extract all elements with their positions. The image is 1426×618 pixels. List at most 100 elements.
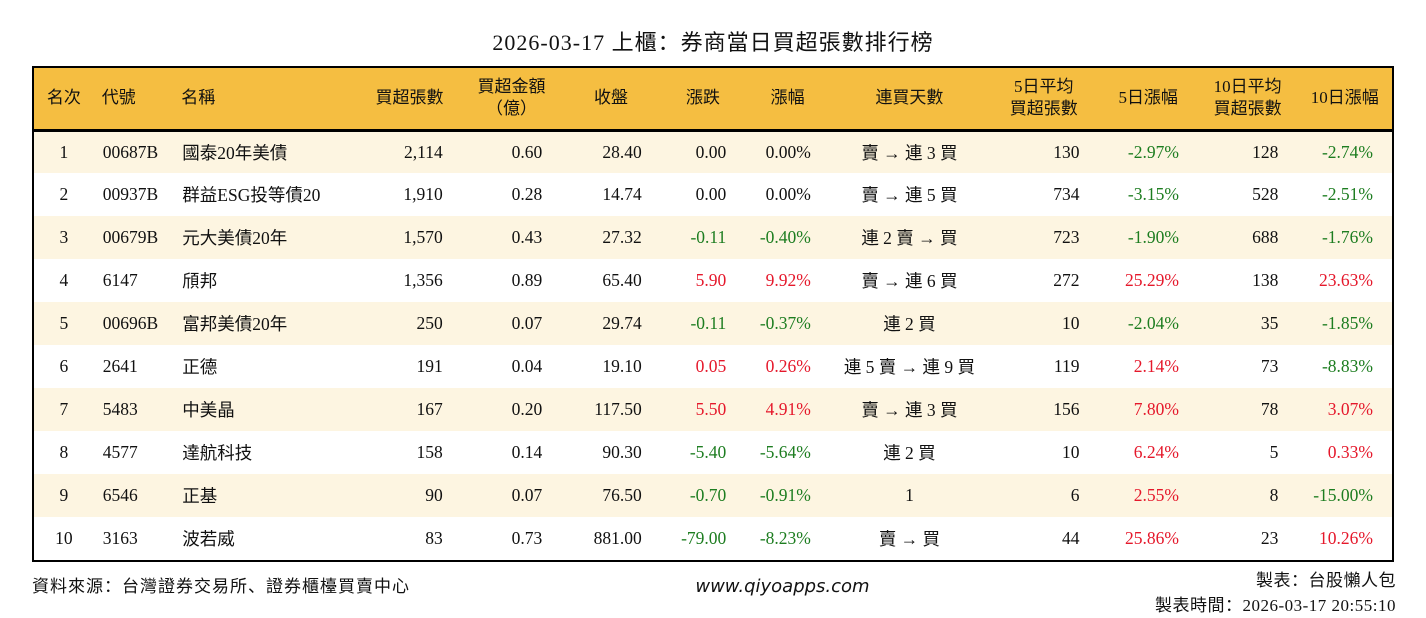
credits-block: 製表：台股懶人包 製表時間：2026-03-17 20:55:10	[1155, 569, 1396, 618]
cell-pct5: -2.97%	[1127, 141, 1179, 162]
cell-avg10-volume: 5	[1269, 442, 1279, 462]
cell-change: -79.00	[681, 528, 727, 548]
cell-change-pct: 0.00%	[765, 141, 811, 162]
cell-net-buy-amount: 0.89	[511, 270, 543, 290]
column-header-rank: 名次	[34, 68, 94, 132]
cell-rank: 10	[55, 528, 73, 548]
cell-rank: 9	[59, 485, 69, 505]
cell-name: 富邦美債20年	[182, 314, 288, 334]
cell-name: 正德	[182, 357, 218, 377]
cell-close: 117.50	[594, 399, 642, 419]
cell-avg10-volume: 73	[1260, 356, 1279, 376]
cell-change-pct: -5.64%	[759, 442, 811, 462]
cell-buy-streak: 連 2 買	[883, 314, 936, 334]
cell-pct5: 6.24%	[1133, 442, 1179, 462]
cell-change: 0.00	[695, 184, 727, 204]
cell-avg10-volume: 23	[1260, 528, 1279, 548]
cell-pct5: -3.15%	[1127, 184, 1179, 204]
ranking-table: 名次 代號 名稱 買超張數 買超金額 （億） 收盤 漲跌 漲幅 連買天數 5日平均 買超張數 5日漲幅 1…	[34, 68, 1392, 560]
cell-net-buy-amount: 0.04	[511, 356, 543, 376]
cell-avg5-volume: 272	[1053, 270, 1080, 290]
cell-pct5: 2.55%	[1133, 485, 1179, 505]
cell-avg5-volume: 10	[1061, 442, 1080, 462]
column-header-close: 收盤	[561, 68, 661, 132]
column-header-net-buy-volume: 買超張數	[357, 68, 462, 132]
cell-net-buy-amount: 0.07	[511, 313, 543, 333]
cell-net-buy-volume: 90	[425, 485, 443, 505]
cell-avg5-volume: 723	[1053, 227, 1080, 247]
table-row: 9 6546 正基 90 0.07 76.50 -0.70 -0.91% 1 6 2.55% 8 -15…	[34, 474, 1392, 517]
maker-label: 製表：台股懶人包	[1255, 571, 1396, 590]
cell-pct5: 7.80%	[1133, 399, 1179, 419]
cell-name: 國泰20年美債	[182, 142, 288, 163]
cell-pct5: 2.14%	[1133, 356, 1179, 376]
cell-code: 6147	[102, 270, 138, 290]
cell-change: -0.11	[690, 313, 727, 333]
cell-pct10: -2.51%	[1321, 184, 1373, 204]
cell-close: 76.50	[602, 485, 642, 505]
cell-pct10: 0.33%	[1327, 442, 1373, 462]
cell-pct5: -2.04%	[1127, 313, 1179, 333]
table-row: 2 00937B 群益ESG投等債20 1,910 0.28 14.74 0.00 0.00%…	[34, 173, 1392, 216]
cell-avg5-volume: 130	[1053, 141, 1080, 162]
column-header-avg5-volume: 5日平均 買超張數	[989, 68, 1099, 132]
cell-rank: 6	[59, 356, 69, 376]
cell-net-buy-volume: 1,356	[403, 270, 443, 290]
cell-buy-streak: 賣 → 連 3 買	[861, 142, 958, 163]
cell-net-buy-amount: 0.73	[511, 528, 543, 548]
cell-net-buy-volume: 158	[416, 442, 443, 462]
cell-pct10: -1.85%	[1321, 313, 1373, 333]
cell-change-pct: -0.40%	[759, 227, 811, 247]
cell-net-buy-volume: 250	[416, 313, 443, 333]
cell-change: -0.11	[690, 227, 727, 247]
cell-net-buy-amount: 0.60	[511, 141, 543, 162]
cell-name: 波若威	[182, 529, 235, 549]
cell-rank: 8	[59, 442, 69, 462]
cell-pct10: -8.83%	[1321, 356, 1373, 376]
cell-change-pct: 4.91%	[765, 399, 811, 419]
table-row: 4 6147 頎邦 1,356 0.89 65.40 5.90 9.92% 賣 → 連 6 買 2…	[34, 259, 1392, 302]
cell-name: 正基	[182, 486, 218, 506]
ranking-table-frame: 名次 代號 名稱 買超張數 買超金額 （億） 收盤 漲跌 漲幅 連買天數 5日平均 買超張數 5日漲幅 1…	[32, 66, 1394, 562]
table-row: 7 5483 中美晶 167 0.20 117.50 5.50 4.91% 賣 → 連 3 買 1…	[34, 388, 1392, 431]
cell-close: 90.30	[602, 442, 642, 462]
cell-code: 00687B	[102, 141, 159, 162]
column-header-change: 漲跌	[660, 68, 746, 132]
cell-name: 群益ESG投等債20	[182, 185, 321, 205]
cell-rank: 5	[59, 313, 69, 333]
cell-change: -5.40	[689, 442, 727, 462]
made-time-label: 製表時間：2026-03-17 20:55:10	[1154, 595, 1396, 615]
cell-net-buy-amount: 0.14	[511, 442, 543, 462]
cell-change-pct: 0.00%	[765, 184, 811, 204]
cell-close: 28.40	[602, 141, 642, 162]
cell-avg10-volume: 8	[1269, 485, 1279, 505]
cell-buy-streak: 賣 → 連 5 買	[861, 185, 958, 205]
cell-rank: 1	[59, 141, 69, 162]
cell-net-buy-amount: 0.28	[511, 184, 543, 204]
cell-buy-streak: 賣 → 買	[878, 529, 941, 549]
cell-avg10-volume: 35	[1260, 313, 1279, 333]
cell-avg10-volume: 128	[1252, 141, 1279, 162]
cell-net-buy-volume: 83	[425, 528, 443, 548]
cell-change-pct: 9.92%	[765, 270, 811, 290]
cell-change: 0.00	[695, 141, 727, 162]
cell-close: 65.40	[602, 270, 642, 290]
table-row: 5 00696B 富邦美債20年 250 0.07 29.74 -0.11 -0.37% 連 2…	[34, 302, 1392, 345]
cell-avg5-volume: 156	[1053, 399, 1080, 419]
cell-rank: 4	[59, 270, 69, 290]
cell-buy-streak: 連 5 賣 → 連 9 買	[843, 357, 976, 377]
table-body: 1 00687B 國泰20年美債 2,114 0.60 28.40 0.00 0.00% 賣 →…	[34, 130, 1392, 560]
cell-change: 0.05	[695, 356, 727, 376]
cell-change-pct: -0.37%	[759, 313, 811, 333]
table-row: 10 3163 波若威 83 0.73 881.00 -79.00 -8.23% 賣 → 買 44…	[34, 517, 1392, 560]
table-row: 6 2641 正德 191 0.04 19.10 0.05 0.26% 連 5 賣 → 連 9 …	[34, 345, 1392, 388]
cell-pct10: -2.74%	[1321, 141, 1373, 162]
cell-rank: 3	[59, 227, 69, 247]
cell-avg5-volume: 10	[1061, 313, 1080, 333]
cell-close: 14.74	[602, 184, 642, 204]
cell-code: 3163	[102, 528, 138, 548]
cell-code: 5483	[102, 399, 138, 419]
cell-code: 4577	[102, 442, 138, 462]
column-header-pct10: 10日漲幅	[1297, 68, 1392, 132]
